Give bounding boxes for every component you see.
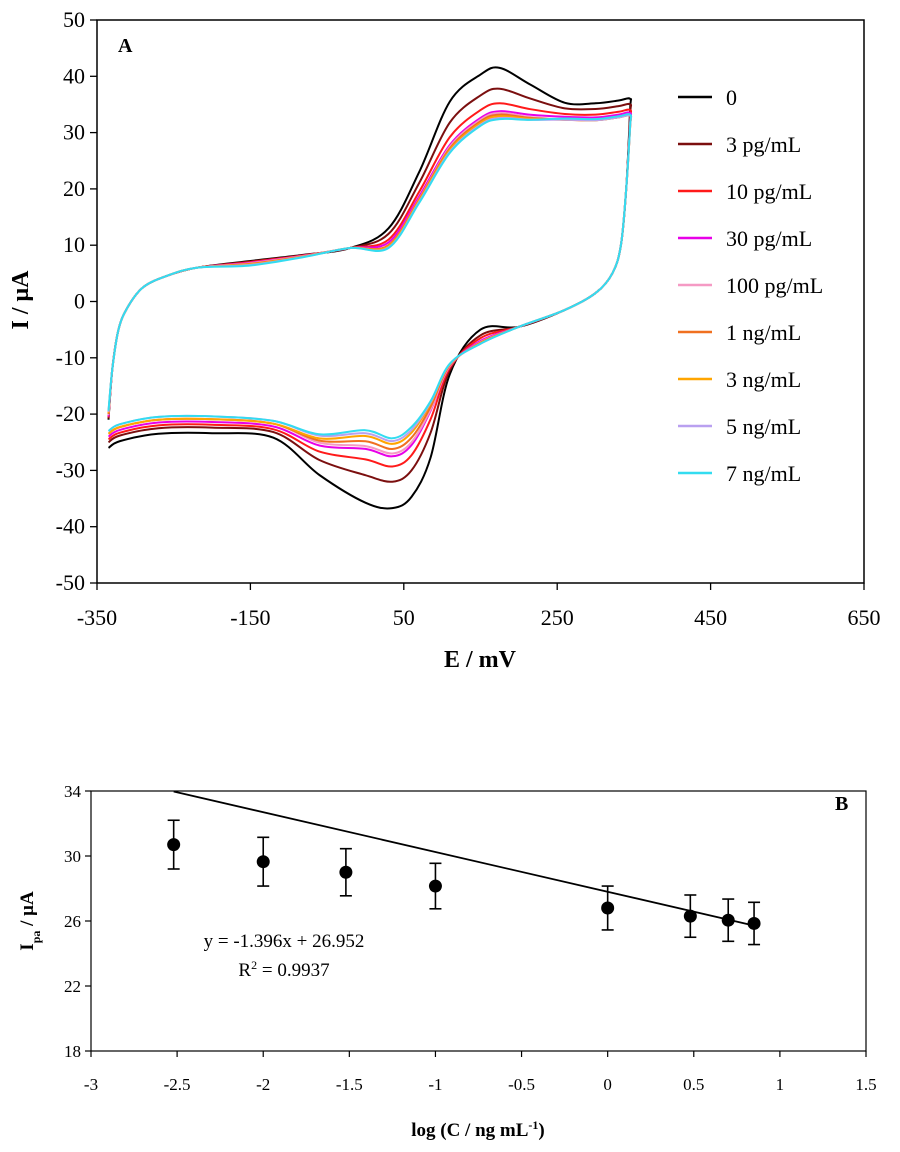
panel-a-label: A <box>118 35 133 57</box>
panel-a-x-axis-title: E / mV <box>444 647 517 673</box>
y-tick-label: -50 <box>56 570 85 595</box>
panel-b-data-points <box>167 819 761 946</box>
x-tick-label: 250 <box>541 605 574 630</box>
x-tick-label: -1 <box>428 1075 442 1094</box>
y-tick-label: 50 <box>63 7 85 32</box>
data-point <box>339 847 353 897</box>
data-point <box>256 836 270 887</box>
y-tick-label: -40 <box>56 514 85 539</box>
y-tick-label: 30 <box>63 120 85 145</box>
point-marker <box>428 879 442 893</box>
cv-curve <box>107 111 633 455</box>
x-tick-label: -3 <box>84 1075 98 1094</box>
legend-label: 3 ng/mL <box>726 367 801 392</box>
panel-b-y-axis-title: Ipa / μA <box>17 891 43 951</box>
legend-label: 0 <box>726 85 737 110</box>
y-tick-label: -30 <box>56 457 85 482</box>
legend-label: 30 pg/mL <box>726 226 812 251</box>
legend-label: 100 pg/mL <box>726 273 823 298</box>
y-tick-label: 18 <box>64 1042 81 1061</box>
point-marker <box>721 913 735 927</box>
y-tick-label: 30 <box>64 847 81 866</box>
cv-curve <box>107 87 633 483</box>
y-tick-label: 0 <box>74 289 85 314</box>
fit-line <box>173 790 755 927</box>
x-tick-label: -350 <box>77 605 117 630</box>
x-tick-label: 1 <box>776 1075 785 1094</box>
point-marker <box>339 865 353 879</box>
point-marker <box>683 909 697 923</box>
x-tick-label: -0.5 <box>508 1075 535 1094</box>
point-marker <box>601 901 615 915</box>
x-tick-label: 1.5 <box>855 1075 876 1094</box>
data-point <box>167 819 181 870</box>
legend-label: 7 ng/mL <box>726 461 801 486</box>
panel-a-y-axis-title: I / μA <box>8 270 34 330</box>
cv-curve <box>107 110 633 458</box>
x-tick-label: 50 <box>393 605 415 630</box>
x-tick-label: -2 <box>256 1075 270 1094</box>
data-point <box>683 894 697 939</box>
point-marker <box>747 916 761 930</box>
x-tick-label: 0.5 <box>683 1075 704 1094</box>
panel-b-fit-line-group <box>173 790 755 927</box>
legend-label: 3 pg/mL <box>726 132 801 157</box>
y-tick-label: -10 <box>56 345 85 370</box>
y-tick-label: 22 <box>64 977 81 996</box>
point-marker <box>256 855 270 869</box>
panel-a-y-axis: -50 -40 -30 -20 -10 0 10 20 30 40 50 <box>56 7 97 595</box>
cv-curve <box>107 102 633 468</box>
y-tick-label: 40 <box>63 63 85 88</box>
legend-label: 5 ng/mL <box>726 414 801 439</box>
data-point <box>601 885 615 931</box>
panel-a-plot-area <box>96 19 865 584</box>
panel-b-x-axis-title: log (C / ng mL-1) <box>411 1118 545 1141</box>
panel-a-x-axis: -350 -150 50 250 450 650 <box>77 583 881 630</box>
point-marker <box>167 838 181 852</box>
x-tick-label: -2.5 <box>164 1075 191 1094</box>
cv-curve <box>107 113 633 440</box>
cv-curve <box>107 114 633 443</box>
x-tick-label: -1.5 <box>336 1075 363 1094</box>
panel-b-equation: y = -1.396x + 26.952 <box>204 931 365 952</box>
cv-curve <box>107 114 633 445</box>
x-tick-label: 450 <box>694 605 727 630</box>
data-point <box>747 901 761 946</box>
panel-b-label: B <box>835 793 848 815</box>
panel-a-curves <box>107 66 633 510</box>
legend-label: 1 ng/mL <box>726 320 801 345</box>
y-tick-label: 26 <box>64 912 81 931</box>
data-point <box>428 862 442 910</box>
panel-b-x-axis: -3 -2.5 -2 -1.5 -1 -0.5 0 0.5 1 1.5 <box>84 1051 877 1094</box>
panel-a-cyclic-voltammogram: -50 -40 -30 -20 -10 0 10 20 30 40 50 -350 -150 50 250… <box>8 7 881 673</box>
panel-b-r-squared: R2 = 0.9937 <box>238 958 329 981</box>
panel-b-y-axis: 18 22 26 30 34 <box>64 782 91 1061</box>
legend-label: 10 pg/mL <box>726 179 812 204</box>
x-tick-label: -150 <box>230 605 270 630</box>
y-tick-label: -20 <box>56 401 85 426</box>
x-tick-label: 650 <box>848 605 881 630</box>
y-tick-label: 20 <box>63 176 85 201</box>
y-tick-label: 34 <box>64 782 82 801</box>
x-tick-label: 0 <box>603 1075 612 1094</box>
cv-curve <box>107 113 633 451</box>
data-point <box>721 898 735 943</box>
panel-a-legend: 0 3 pg/mL 10 pg/mL 30 pg/mL 100 pg/mL 1 ng/mL… <box>678 85 823 486</box>
y-tick-label: 10 <box>63 232 85 257</box>
